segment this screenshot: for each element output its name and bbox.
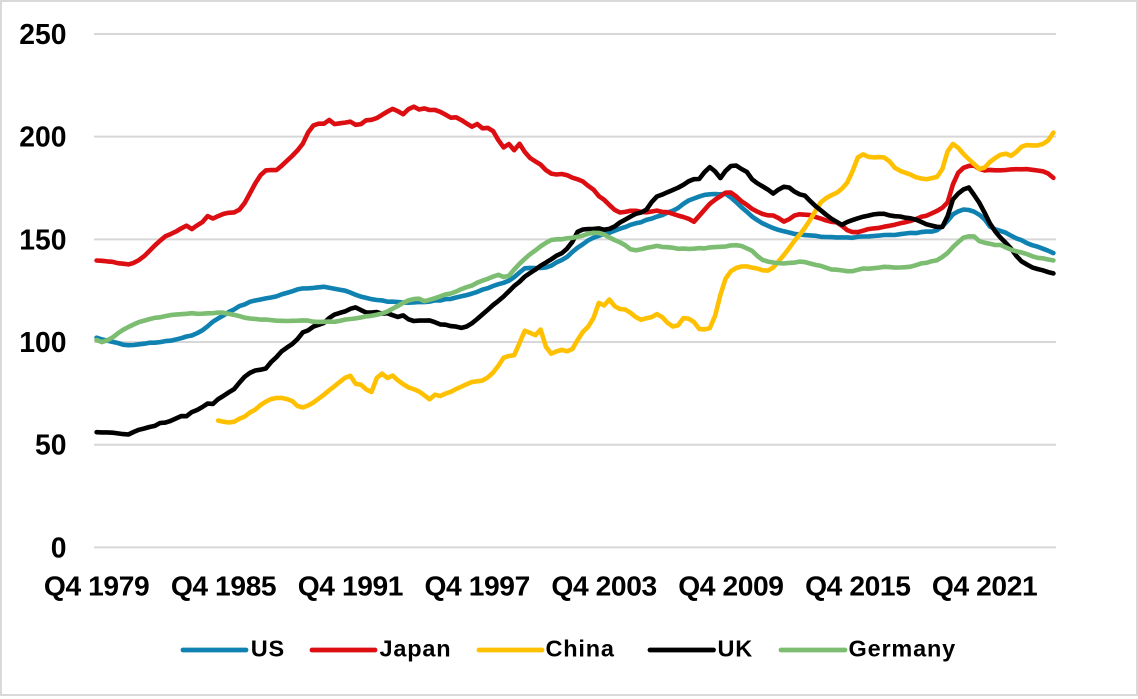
svg-text:UK: UK xyxy=(718,636,754,662)
svg-text:Japan: Japan xyxy=(380,636,452,662)
svg-text:0: 0 xyxy=(51,531,67,563)
svg-text:Q4 1979: Q4 1979 xyxy=(44,570,149,602)
svg-text:50: 50 xyxy=(35,429,66,461)
svg-text:US: US xyxy=(251,636,285,662)
svg-text:Q4 1997: Q4 1997 xyxy=(425,570,530,602)
svg-text:250: 250 xyxy=(19,18,66,50)
svg-text:China: China xyxy=(546,636,615,662)
svg-text:Q4 1985: Q4 1985 xyxy=(171,570,276,602)
svg-text:200: 200 xyxy=(19,121,66,153)
svg-text:Q4 2003: Q4 2003 xyxy=(551,570,656,602)
svg-text:Q4 1991: Q4 1991 xyxy=(298,570,403,602)
svg-text:Germany: Germany xyxy=(849,636,956,662)
svg-text:150: 150 xyxy=(19,223,66,255)
svg-text:100: 100 xyxy=(19,326,66,358)
svg-text:Q4 2009: Q4 2009 xyxy=(678,570,783,602)
svg-text:Q4 2015: Q4 2015 xyxy=(805,570,910,602)
svg-text:Q4 2021: Q4 2021 xyxy=(932,570,1037,602)
